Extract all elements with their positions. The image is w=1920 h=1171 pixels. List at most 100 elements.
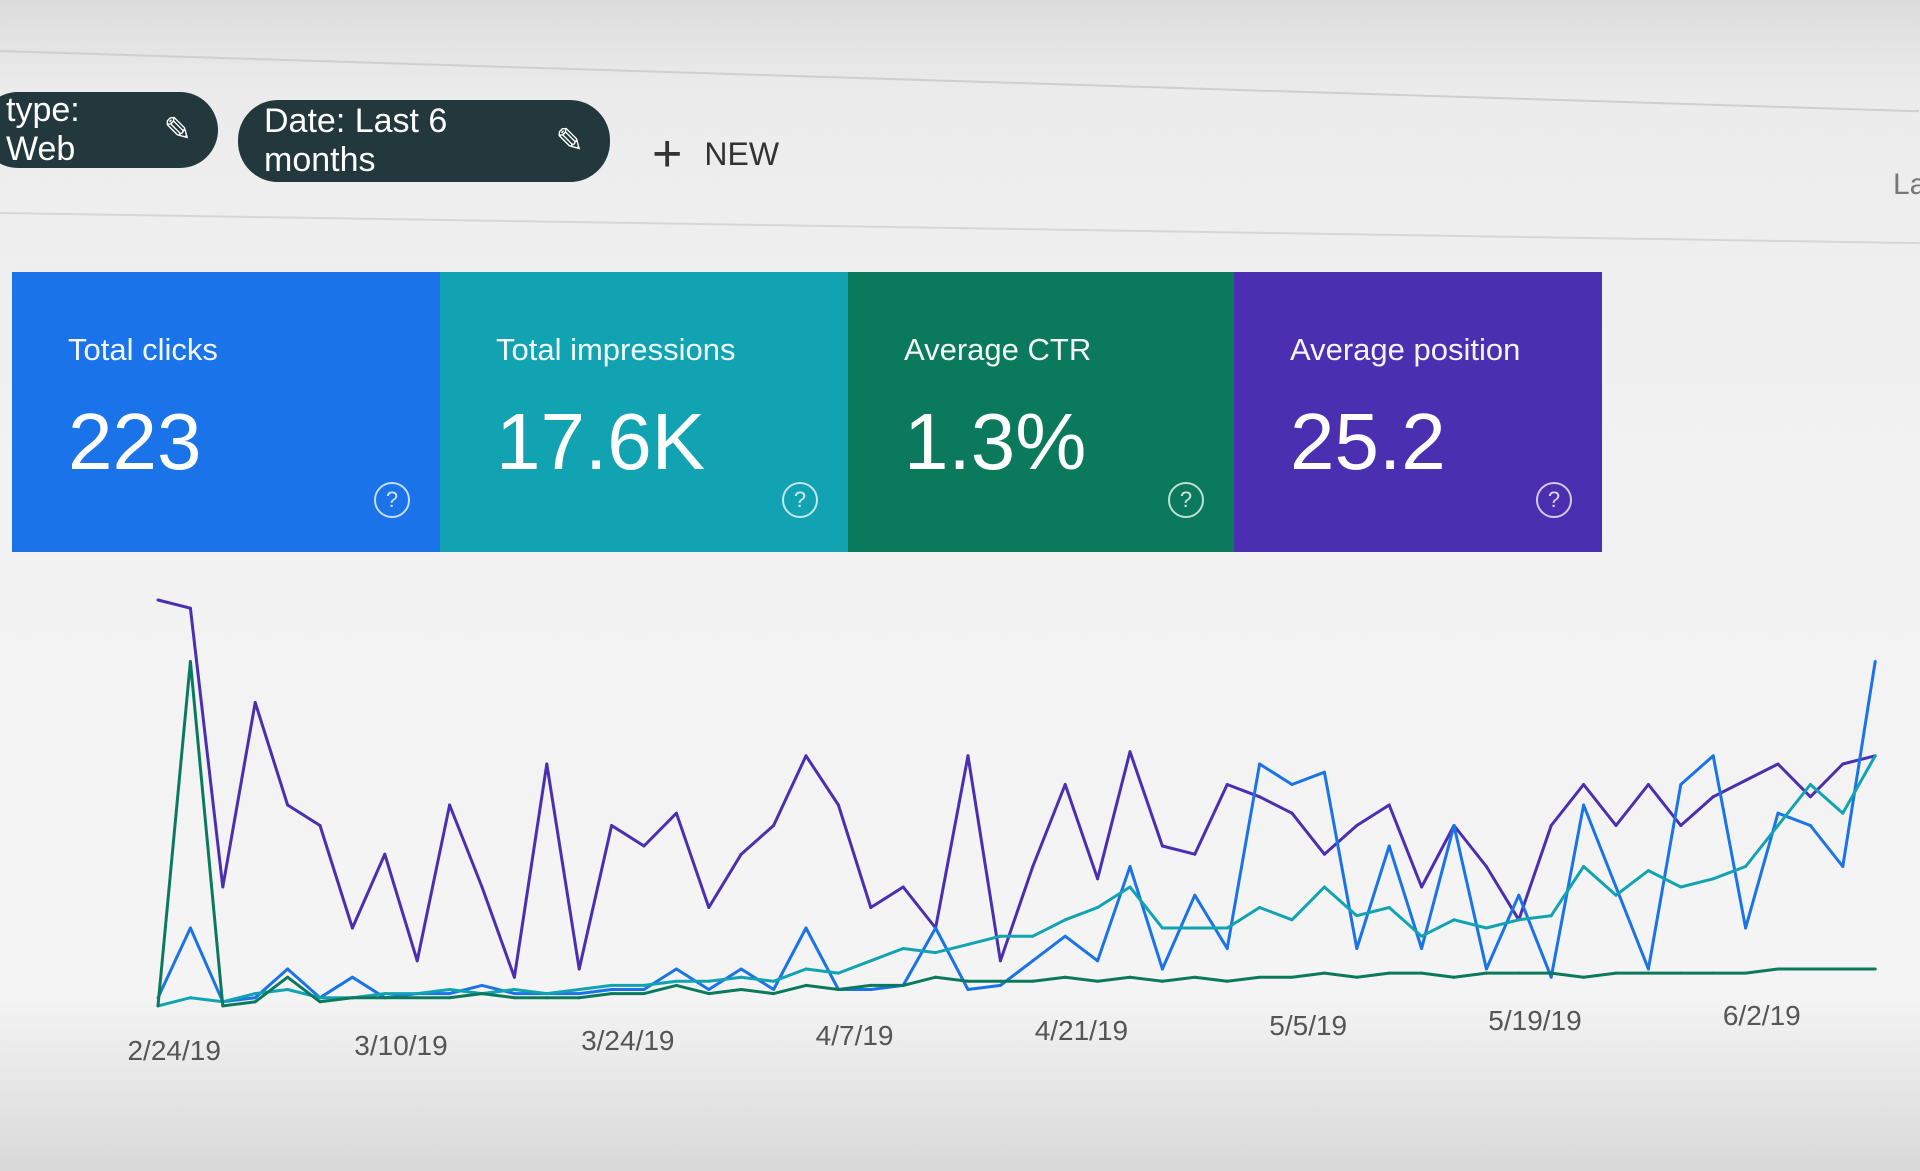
data-point [1549, 914, 1553, 918]
filter-chip-date[interactable]: Date: Last 6 months ✎ [238, 100, 610, 182]
data-point [674, 979, 678, 983]
data-point [1614, 885, 1618, 889]
data-point [480, 983, 484, 987]
data-point [1160, 926, 1164, 930]
data-point [1096, 877, 1100, 881]
filter-chip-type[interactable]: type: Web ✎ [0, 91, 218, 168]
x-tick-label: 4/21/19 [1035, 1015, 1128, 1046]
data-point [1420, 885, 1424, 889]
data-point [1063, 934, 1067, 938]
data-point [674, 983, 678, 987]
data-point [1387, 803, 1391, 807]
data-point [188, 660, 192, 663]
data-point [1193, 926, 1197, 930]
data-point [1160, 979, 1164, 983]
filter-divider [0, 212, 1920, 245]
card-value: 17.6K [496, 397, 706, 486]
data-point [1160, 967, 1164, 971]
data-point [674, 967, 678, 971]
card-average-ctr[interactable]: Average CTR 1.3% ? [848, 272, 1234, 552]
x-tick-label: 3/24/19 [581, 1025, 674, 1056]
card-value: 1.3% [904, 397, 1087, 486]
data-point [1744, 865, 1748, 868]
help-icon[interactable]: ? [1536, 482, 1572, 518]
data-point [998, 979, 1002, 983]
data-point [1744, 926, 1748, 930]
data-point [188, 926, 192, 930]
data-point [1258, 906, 1262, 909]
data-point [1646, 967, 1650, 971]
data-point [1452, 975, 1456, 979]
data-point [869, 959, 873, 963]
data-point [772, 988, 776, 991]
data-point [1808, 795, 1812, 799]
data-point [707, 992, 711, 996]
data-point [1031, 959, 1035, 963]
data-point [610, 992, 614, 996]
data-point [1873, 660, 1877, 663]
data-point [934, 975, 938, 979]
data-point [739, 975, 743, 979]
pencil-icon[interactable]: ✎ [555, 122, 585, 160]
data-point [512, 988, 516, 991]
data-point [836, 988, 840, 991]
data-point [1063, 918, 1067, 922]
data-point [1452, 918, 1456, 922]
data-point [1420, 934, 1424, 938]
data-point [577, 988, 581, 991]
data-point [642, 992, 646, 996]
pencil-icon[interactable]: ✎ [163, 111, 193, 149]
data-point [1225, 783, 1229, 786]
metric-cards: Total clicks 223 ? Total impressions 17.… [12, 272, 1602, 552]
data-point [1517, 918, 1521, 922]
data-point [577, 967, 581, 971]
x-tick-label: 2/24/19 [127, 1035, 220, 1066]
series-line-1 [156, 661, 1877, 1004]
data-point [1484, 865, 1488, 868]
data-point [1776, 967, 1780, 971]
card-label: Total clicks [68, 332, 218, 367]
data-point [1128, 885, 1132, 889]
card-value: 25.2 [1290, 397, 1446, 486]
new-filter-button[interactable]: + NEW [652, 124, 779, 184]
help-icon[interactable]: ? [374, 482, 410, 518]
data-point [1031, 934, 1035, 938]
data-point [1063, 975, 1067, 979]
data-point [1322, 852, 1326, 856]
cut-off-label: La [1893, 168, 1920, 201]
x-tick-label: 3/10/19 [354, 1030, 447, 1061]
data-point [998, 934, 1002, 938]
help-icon[interactable]: ? [1168, 482, 1204, 518]
data-point [1387, 906, 1391, 909]
data-point [1193, 852, 1197, 856]
data-point [869, 983, 873, 987]
help-icon[interactable]: ? [782, 482, 818, 518]
card-total-clicks[interactable]: Total clicks 223 ? [12, 272, 440, 552]
data-point [383, 992, 387, 996]
data-point [253, 996, 257, 1000]
data-point [1679, 783, 1683, 786]
data-point [1711, 754, 1715, 758]
data-point [1582, 865, 1586, 868]
data-point [512, 992, 516, 996]
data-point [1420, 947, 1424, 950]
data-point [318, 824, 322, 827]
data-point [1517, 893, 1521, 897]
data-point [1322, 971, 1326, 975]
data-point [1679, 885, 1683, 889]
data-point [998, 983, 1002, 987]
data-point [415, 992, 419, 996]
data-point [1258, 795, 1262, 799]
data-point [480, 885, 484, 889]
data-point [934, 926, 938, 930]
data-point [1711, 795, 1715, 799]
data-point [1711, 877, 1715, 881]
plus-icon: + [652, 125, 683, 183]
data-point [1128, 750, 1132, 754]
data-point [1744, 971, 1748, 975]
card-total-impressions[interactable]: Total impressions 17.6K ? [440, 272, 848, 552]
card-average-position[interactable]: Average position 25.2 ? [1234, 272, 1602, 552]
data-point [804, 983, 808, 987]
data-point [1096, 906, 1100, 909]
data-point [383, 852, 387, 856]
